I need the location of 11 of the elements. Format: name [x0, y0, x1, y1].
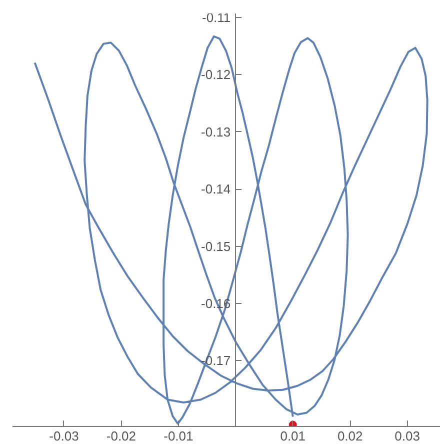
- y-tick-label: -0.15: [201, 238, 231, 254]
- x-tick-label: 0.02: [337, 428, 363, 444]
- line-series: [34, 35, 428, 425]
- x-tick-label: -0.01: [164, 428, 194, 444]
- y-tick-label: -0.12: [201, 67, 231, 82]
- x-tick-label: -0.02: [106, 428, 136, 444]
- x-tick-label: -0.03: [49, 428, 79, 444]
- y-tick-label: -0.13: [201, 124, 231, 140]
- x-tick-label: 0.03: [394, 428, 420, 444]
- y-tick-label: -0.14: [201, 182, 231, 197]
- x-tick-label: 0.01: [280, 428, 306, 444]
